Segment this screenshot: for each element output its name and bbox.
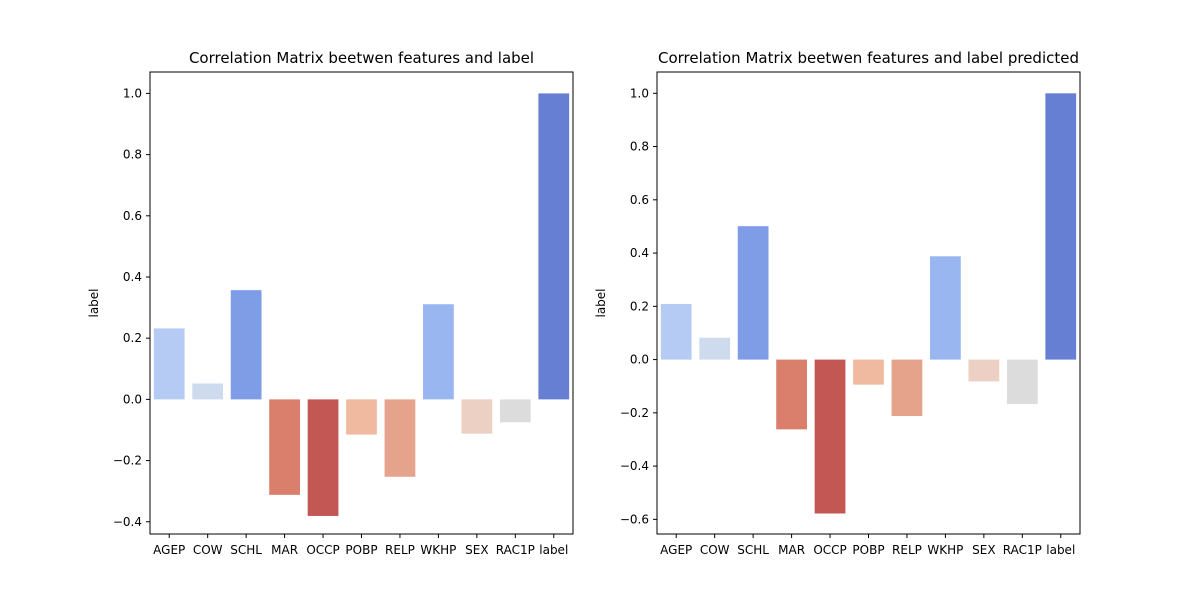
y-tick-label: 0.0 bbox=[123, 392, 142, 406]
x-tick-label: AGEP bbox=[660, 543, 692, 557]
y-tick-label: 0.4 bbox=[123, 270, 142, 284]
plot-frame bbox=[149, 71, 574, 535]
x-tick-label: MAR bbox=[778, 543, 805, 557]
y-tick-label: −0.6 bbox=[620, 512, 649, 526]
bar-relp bbox=[384, 399, 416, 477]
bar-mar bbox=[776, 359, 807, 430]
x-tick-label: SEX bbox=[972, 543, 995, 557]
y-tick-label: −0.2 bbox=[113, 454, 142, 468]
x-tick-label: SEX bbox=[465, 543, 488, 557]
bar-schl bbox=[230, 290, 262, 400]
y-tick-label: 0.2 bbox=[630, 299, 649, 313]
plot-frame bbox=[656, 71, 1081, 535]
bar-rac1p bbox=[1006, 359, 1038, 405]
x-tick-label: WKHP bbox=[420, 543, 456, 557]
x-tick-label: POBP bbox=[852, 543, 884, 557]
x-tick-label: RAC1P bbox=[496, 543, 535, 557]
x-tick-label: RAC1P bbox=[1003, 543, 1042, 557]
y-tick-label: 0.2 bbox=[123, 331, 142, 345]
bar-wkhp bbox=[930, 256, 961, 360]
bar-schl bbox=[737, 226, 769, 360]
y-tick-label: 0.8 bbox=[630, 140, 649, 154]
x-tick-label: RELP bbox=[385, 543, 415, 557]
y-tick-label: 1.0 bbox=[123, 86, 142, 100]
x-tick-label: RELP bbox=[892, 543, 922, 557]
bar-agep bbox=[153, 328, 185, 400]
y-tick-label: 0.8 bbox=[123, 148, 142, 162]
y-tick-label: 0.6 bbox=[630, 193, 649, 207]
bar-sex bbox=[968, 359, 1000, 382]
y-axis-label: label bbox=[594, 288, 608, 317]
x-tick-label: COW bbox=[193, 543, 223, 557]
chart-panel-2: −0.6 −0.4 −0.2 0.0 0.2 0.4 0.6 0.8 1.0 AGEP COW SCH… bbox=[594, 49, 1081, 557]
x-tick-label: label bbox=[1046, 543, 1075, 557]
bar-label bbox=[538, 93, 570, 400]
x-tick-label: MAR bbox=[271, 543, 298, 557]
x-tick-label: AGEP bbox=[153, 543, 185, 557]
bar-label bbox=[1045, 93, 1077, 360]
y-tick-label: −0.2 bbox=[620, 406, 649, 420]
y-tick-label: 0.0 bbox=[630, 353, 649, 367]
y-tick-label: −0.4 bbox=[113, 515, 142, 529]
x-tick-label: WKHP bbox=[927, 543, 963, 557]
y-tick-label: 0.4 bbox=[630, 246, 649, 260]
x-tick-label: SCHL bbox=[230, 543, 262, 557]
chart-title: Correlation Matrix beetwen features and … bbox=[658, 49, 1079, 67]
chart-title: Correlation Matrix beetwen features and … bbox=[189, 49, 534, 67]
chart-panel-1: −0.4 −0.2 0.0 0.2 0.4 0.6 0.8 1.0 AGEP COW SCHL MAR… bbox=[87, 49, 574, 557]
bar-agep bbox=[660, 303, 692, 360]
bar-pobp bbox=[853, 359, 884, 385]
y-tick-label: 1.0 bbox=[630, 86, 649, 100]
bar-cow bbox=[699, 337, 731, 360]
x-tick-label: POBP bbox=[345, 543, 377, 557]
x-tick-label: label bbox=[539, 543, 568, 557]
x-tick-label: SCHL bbox=[737, 543, 769, 557]
x-tick-label: OCCP bbox=[306, 543, 339, 557]
bar-rac1p bbox=[499, 399, 531, 423]
y-tick-label: −0.4 bbox=[620, 459, 649, 473]
bar-mar bbox=[269, 399, 300, 495]
bar-occp bbox=[814, 359, 846, 514]
bar-relp bbox=[891, 359, 923, 417]
x-tick-label: COW bbox=[700, 543, 730, 557]
bar-occp bbox=[307, 399, 339, 516]
bar-wkhp bbox=[423, 304, 454, 400]
bar-pobp bbox=[346, 399, 377, 435]
x-tick-label: OCCP bbox=[813, 543, 846, 557]
bar-cow bbox=[192, 383, 224, 400]
bar-sex bbox=[461, 399, 493, 434]
y-tick-label: 0.6 bbox=[123, 209, 142, 223]
y-axis-label: label bbox=[87, 288, 101, 317]
